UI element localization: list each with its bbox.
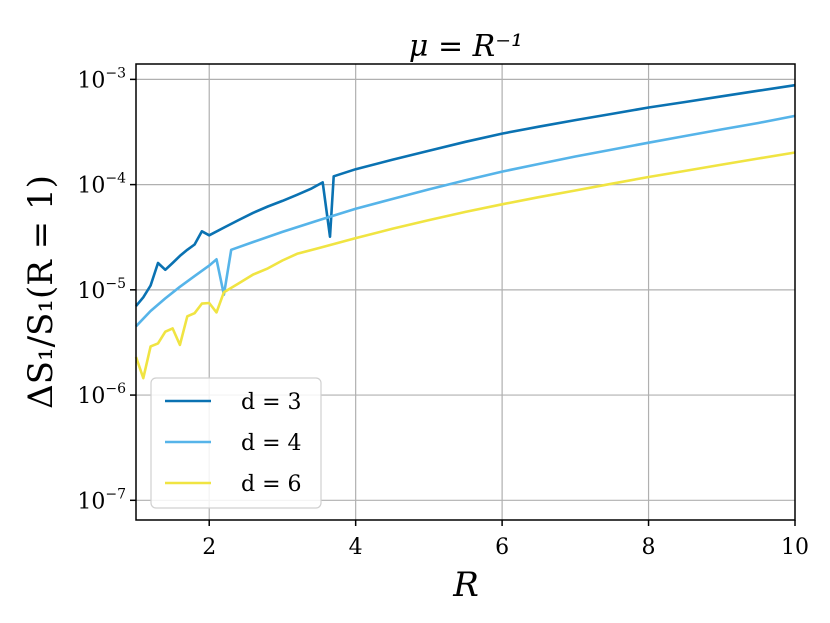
y-tick-label: 10−7 — [77, 486, 126, 514]
x-tick-label: 10 — [781, 535, 809, 560]
series-line-3 — [134, 151, 796, 380]
x-axis-label: R — [452, 565, 479, 605]
y-tick-base: 10 — [77, 174, 105, 199]
y-tick-base: 10 — [77, 384, 105, 409]
y-tick-label: 10−5 — [77, 276, 126, 304]
legend-label: d = 6 — [241, 472, 302, 497]
x-tick-label: 8 — [642, 535, 656, 560]
legend-label: d = 3 — [241, 390, 302, 415]
y-tick-exponent: −6 — [105, 381, 126, 397]
x-tick-label: 2 — [202, 535, 216, 560]
series-line-2 — [135, 114, 796, 328]
plot-area-frame — [135, 63, 796, 521]
chart-title: μ = R⁻¹ — [409, 29, 523, 64]
legend-label: d = 4 — [241, 431, 302, 456]
y-tick-label: 10−6 — [77, 381, 126, 409]
y-tick-label: 10−4 — [77, 171, 126, 199]
y-tick-base: 10 — [77, 489, 105, 514]
y-tick-label: 10−3 — [77, 65, 126, 93]
y-tick-exponent: −3 — [105, 65, 126, 81]
y-tick-exponent: −5 — [105, 276, 126, 292]
series-line-1 — [134, 83, 796, 307]
y-tick-exponent: −4 — [105, 171, 126, 187]
x-tick-label: 4 — [349, 535, 363, 560]
y-axis-label: ΔS₁/S₁(R = 1) — [21, 175, 61, 409]
x-tick-label: 6 — [495, 535, 509, 560]
y-tick-base: 10 — [77, 279, 105, 304]
y-tick-exponent: −7 — [105, 486, 126, 502]
legend-box — [150, 377, 322, 509]
y-tick-base: 10 — [77, 68, 105, 93]
series-layer — [134, 83, 796, 380]
legend: d = 3 d = 4 d = 6 — [150, 377, 322, 509]
